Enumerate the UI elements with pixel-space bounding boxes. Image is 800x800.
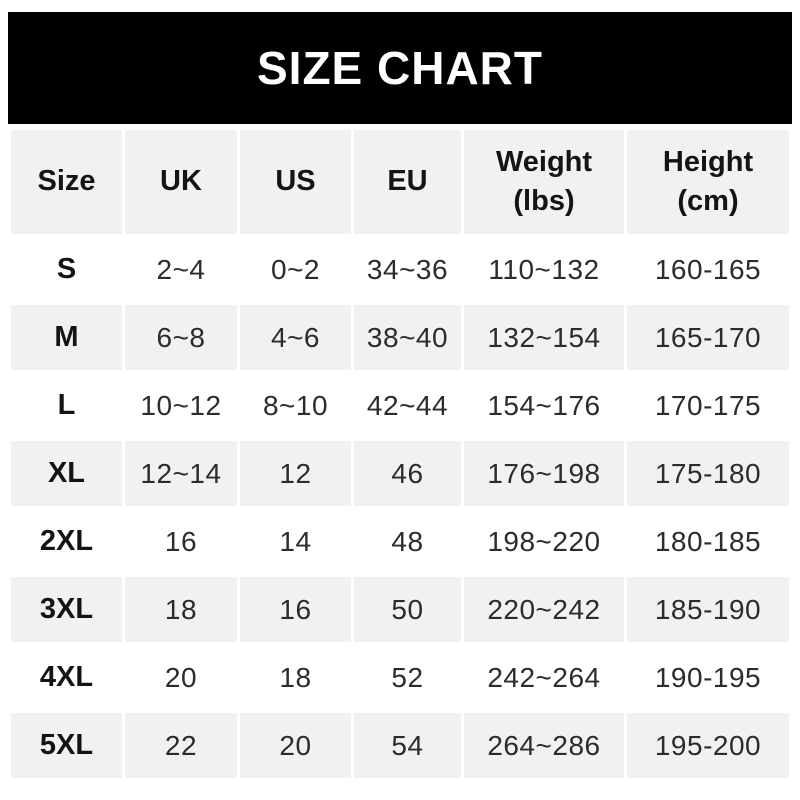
table-cell: 110~132 [464, 237, 624, 302]
table-cell: 50 [354, 577, 461, 642]
table-cell: 2~4 [125, 237, 237, 302]
table-cell: 176~198 [464, 441, 624, 506]
row-label-2xl: 2XL [11, 509, 122, 574]
table-cell: 198~220 [464, 509, 624, 574]
table-row-m: M 6~8 4~6 38~40 132~154 165-170 [11, 305, 789, 370]
table-cell: 175-180 [627, 441, 789, 506]
table-row-2xl: 2XL 16 14 48 198~220 180-185 [11, 509, 789, 574]
table-cell: 264~286 [464, 713, 624, 778]
table-cell: 20 [125, 645, 237, 710]
table-cell: 154~176 [464, 373, 624, 438]
table-cell: 34~36 [354, 237, 461, 302]
table-cell: 46 [354, 441, 461, 506]
header-row: Size UK US EU Weight (lbs) Height (cm) [11, 130, 789, 234]
table-row-4xl: 4XL 20 18 52 242~264 190-195 [11, 645, 789, 710]
table-cell: 42~44 [354, 373, 461, 438]
page: SIZE CHART Size UK US EU Weight (lbs) He… [8, 12, 792, 781]
table-row-5xl: 5XL 22 20 54 264~286 195-200 [11, 713, 789, 778]
table-cell: 195-200 [627, 713, 789, 778]
table-cell: 0~2 [240, 237, 351, 302]
table-cell: 4~6 [240, 305, 351, 370]
table-cell: 48 [354, 509, 461, 574]
table-cell: 18 [125, 577, 237, 642]
table-cell: 185-190 [627, 577, 789, 642]
table-cell: 190-195 [627, 645, 789, 710]
column-header-size: Size [11, 130, 122, 234]
table-cell: 18 [240, 645, 351, 710]
table-cell: 54 [354, 713, 461, 778]
table-cell: 38~40 [354, 305, 461, 370]
table-row-xl: XL 12~14 12 46 176~198 175-180 [11, 441, 789, 506]
table-cell: 20 [240, 713, 351, 778]
row-label-s: S [11, 237, 122, 302]
row-label-4xl: 4XL [11, 645, 122, 710]
table-cell: 12 [240, 441, 351, 506]
table-cell: 16 [240, 577, 351, 642]
table-cell: 16 [125, 509, 237, 574]
column-header-height: Height (cm) [627, 130, 789, 234]
table-cell: 22 [125, 713, 237, 778]
table-row-3xl: 3XL 18 16 50 220~242 185-190 [11, 577, 789, 642]
size-chart-banner: SIZE CHART [8, 12, 792, 124]
size-chart-table: Size UK US EU Weight (lbs) Height (cm) S… [8, 127, 792, 781]
table-cell: 52 [354, 645, 461, 710]
table-cell: 170-175 [627, 373, 789, 438]
table-cell: 12~14 [125, 441, 237, 506]
table-cell: 160-165 [627, 237, 789, 302]
table-cell: 220~242 [464, 577, 624, 642]
row-label-5xl: 5XL [11, 713, 122, 778]
table-cell: 6~8 [125, 305, 237, 370]
column-header-eu: EU [354, 130, 461, 234]
table-cell: 132~154 [464, 305, 624, 370]
table-cell: 14 [240, 509, 351, 574]
table-cell: 242~264 [464, 645, 624, 710]
table-cell: 165-170 [627, 305, 789, 370]
page-title: SIZE CHART [257, 42, 543, 94]
table-cell: 180-185 [627, 509, 789, 574]
row-label-3xl: 3XL [11, 577, 122, 642]
row-label-m: M [11, 305, 122, 370]
column-header-uk: UK [125, 130, 237, 234]
column-header-us: US [240, 130, 351, 234]
row-label-xl: XL [11, 441, 122, 506]
table-cell: 10~12 [125, 373, 237, 438]
table-cell: 8~10 [240, 373, 351, 438]
table-row-l: L 10~12 8~10 42~44 154~176 170-175 [11, 373, 789, 438]
table-row-s: S 2~4 0~2 34~36 110~132 160-165 [11, 237, 789, 302]
row-label-l: L [11, 373, 122, 438]
column-header-weight: Weight (lbs) [464, 130, 624, 234]
